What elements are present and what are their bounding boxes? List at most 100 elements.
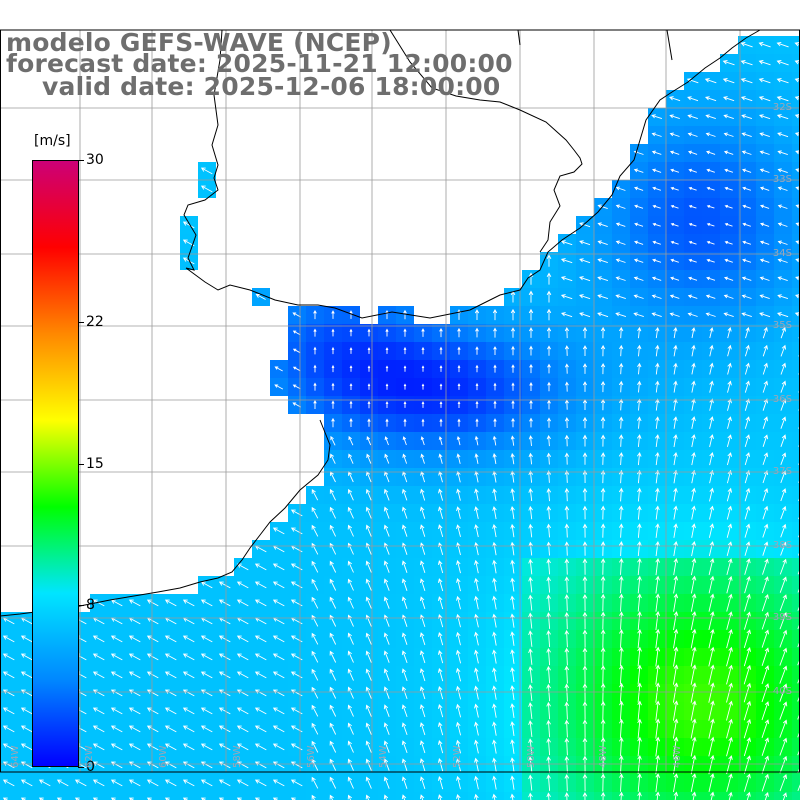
wind-arrow [510,613,515,628]
wind-arrow [619,575,624,594]
wind-arrow [128,725,141,733]
wind-arrow [615,312,627,318]
wind-arrow [419,632,426,646]
wind-arrow [164,635,177,643]
wind-arrow [311,488,319,501]
wind-arrow [651,114,663,120]
wind-arrow [401,560,408,573]
wind-arrow [762,541,769,556]
wind-arrow [457,418,461,427]
wind-arrow [744,541,751,556]
wind-arrow [578,276,591,282]
wind-arrow [600,416,606,429]
wind-arrow [311,596,319,609]
wind-arrow [439,418,443,427]
wind-arrow [708,646,715,667]
wind-arrow [164,725,177,733]
wind-arrow [313,364,317,373]
wind-arrow [615,240,626,245]
wind-arrow [742,258,752,263]
wind-arrow [723,150,734,155]
wind-arrow [528,505,533,520]
wind-arrow [582,523,588,538]
field-cell [756,792,774,800]
wind-arrow [633,240,644,245]
wind-arrow [637,326,642,339]
wind-arrow [673,611,679,631]
wind-arrow [759,132,770,138]
field-cell [792,774,800,792]
wind-arrow [724,258,733,263]
wind-arrow [582,470,588,484]
colorbar-units: [m/s] [34,133,71,149]
wind-arrow [761,701,770,721]
wind-arrow [347,578,354,591]
wind-arrow [779,558,787,575]
wind-arrow [200,797,207,800]
wind-arrow [365,506,372,519]
wind-arrow [475,364,479,373]
wind-arrow [637,593,642,612]
wind-arrow [164,671,177,679]
wind-arrow [615,204,626,209]
wind-arrow [726,541,733,557]
wind-arrow [743,629,751,649]
wind-arrow [687,294,698,299]
field-cell [792,108,800,126]
wind-arrow [254,779,267,787]
wind-arrow [437,686,444,700]
wind-arrow [510,452,515,465]
field-cell [702,792,720,800]
wind-arrow [329,758,337,771]
wind-arrow [437,649,444,664]
wind-arrow [722,60,735,66]
wind-arrow [439,401,443,408]
wind-arrow [146,779,159,787]
wind-arrow [290,707,303,715]
wind-arrow [546,541,552,556]
field-cell [522,792,540,800]
wind-arrow [615,186,626,191]
wind-arrow [797,640,800,648]
wind-arrow [618,380,624,393]
wind-arrow [254,797,261,800]
wind-arrow [182,635,195,643]
wind-arrow [236,635,249,643]
wind-arrow [347,506,354,519]
wind-arrow [421,418,425,427]
wind-arrow [274,366,283,372]
wind-arrow [92,797,99,800]
wind-arrow [365,668,372,681]
wind-arrow [742,240,752,245]
wind-arrow [437,739,444,754]
wind-arrow [419,740,426,754]
latitude-label: 36S [772,394,792,405]
wind-arrow [419,578,426,592]
wind-arrow [182,779,195,787]
wind-arrow [546,774,551,791]
wind-arrow [421,383,425,390]
longitude-label: 58W [232,745,243,768]
wind-arrow [743,773,751,792]
wind-arrow [776,114,789,120]
wind-arrow [655,469,660,484]
wind-arrow [600,700,606,721]
wind-arrow [128,743,141,751]
wind-arrow [655,557,660,576]
wind-arrow [311,506,319,519]
wind-arrow [794,59,800,65]
wind-arrow [670,186,679,191]
wind-arrow [795,276,800,281]
wind-arrow [761,755,770,774]
wind-arrow [347,632,354,645]
wind-arrow [597,204,608,210]
wind-arrow [419,560,426,574]
wind-arrow [455,613,461,628]
wind-arrow [652,222,661,227]
wind-arrow [329,794,334,800]
wind-arrow [200,167,213,175]
wind-arrow [367,418,371,427]
wind-arrow [474,721,479,736]
wind-arrow [510,308,516,321]
wind-arrow [600,505,606,520]
